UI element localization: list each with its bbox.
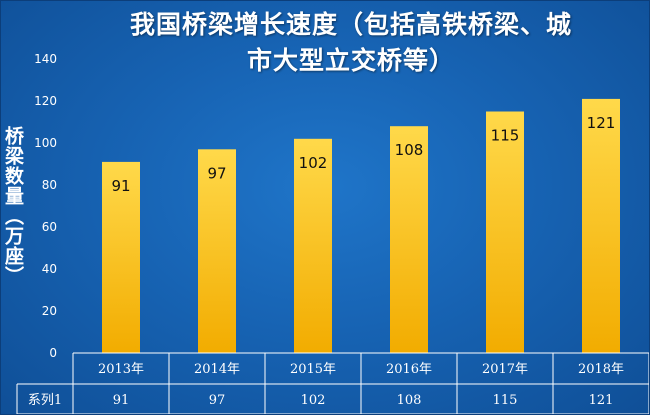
chart-title-line-2: 市大型立交桥等） <box>246 46 455 75</box>
table-value-cell: 102 <box>301 393 326 408</box>
y-axis-label: 桥梁数量（万座） <box>2 126 24 286</box>
y-tick-label: 120 <box>34 94 57 108</box>
y-tick-label: 100 <box>34 136 57 150</box>
bar-data-label: 115 <box>491 127 520 145</box>
bar[interactable] <box>390 126 428 353</box>
table-value-cell: 97 <box>209 393 226 408</box>
chart-title-line-1: 我国桥梁增长速度（包括高铁桥梁、城 <box>129 10 572 39</box>
bar-data-label: 97 <box>207 164 226 182</box>
table-value-cell: 115 <box>493 393 518 408</box>
chart-title: 我国桥梁增长速度（包括高铁桥梁、城 市大型立交桥等） <box>71 7 631 79</box>
y-tick-label: 80 <box>42 178 57 192</box>
bar[interactable] <box>582 98 620 354</box>
bar[interactable] <box>294 138 332 353</box>
bar[interactable] <box>486 111 524 354</box>
y-tick-label: 40 <box>42 262 57 276</box>
y-tick-label: 20 <box>42 304 57 318</box>
bar-data-label: 108 <box>395 141 424 159</box>
bar[interactable] <box>198 149 236 353</box>
y-tick-label: 140 <box>34 52 57 66</box>
series-name-cell: 系列1 <box>28 393 62 408</box>
x-tick-label: 2013年 <box>98 362 144 377</box>
x-tick-label: 2014年 <box>194 362 240 377</box>
x-tick-label: 2017年 <box>482 362 528 377</box>
table-value-cell: 108 <box>397 393 422 408</box>
y-tick-label: 60 <box>42 220 57 234</box>
table-value-cell: 91 <box>113 393 130 408</box>
bar-data-label: 91 <box>111 177 130 195</box>
bar[interactable] <box>102 161 140 353</box>
x-tick-label: 2016年 <box>386 362 432 377</box>
table-value-cell: 121 <box>589 393 614 408</box>
x-tick-label: 2015年 <box>290 362 336 377</box>
bar-data-label: 102 <box>299 154 328 172</box>
y-tick-label: 0 <box>49 346 57 360</box>
x-tick-label: 2018年 <box>578 362 624 377</box>
bar-data-label: 121 <box>587 114 616 132</box>
